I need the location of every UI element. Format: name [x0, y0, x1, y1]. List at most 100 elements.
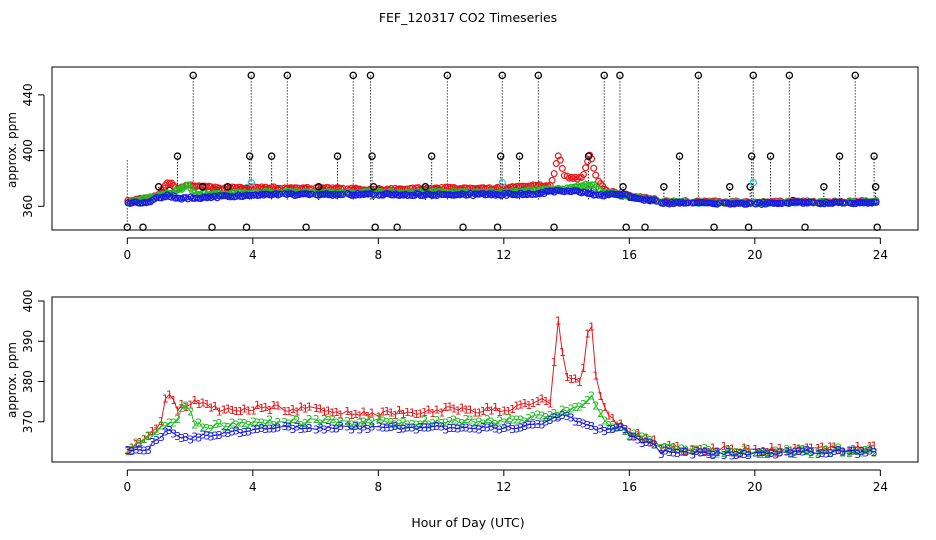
- series-marker-2: 2: [580, 398, 587, 411]
- series-marker-1: 1: [674, 440, 681, 453]
- series-marker-1: 1: [133, 438, 140, 451]
- series-marker-3: 3: [538, 418, 545, 431]
- series-marker-2: 2: [289, 413, 296, 426]
- series-marker-2: 2: [729, 446, 736, 459]
- series-marker-3: 3: [174, 430, 181, 443]
- series-marker-3: 3: [618, 421, 625, 434]
- series-marker-3: 3: [858, 445, 865, 458]
- series-marker-1: 1: [450, 402, 457, 415]
- spike-point: [368, 152, 376, 160]
- series-marker-3: 3: [400, 423, 407, 436]
- series-marker-2: 2: [733, 446, 740, 459]
- series-marker-2: 2: [191, 419, 198, 432]
- series-marker-3: 3: [348, 423, 355, 436]
- data-point-blue: [433, 192, 441, 200]
- top-panel-x-axis: 0 4 8 12 16 20 24: [123, 237, 888, 262]
- series-marker-1: 1: [313, 402, 320, 415]
- series-marker-3: 3: [429, 421, 436, 434]
- series-marker-1: 1: [298, 401, 305, 414]
- series-marker-1: 1: [245, 404, 252, 417]
- series-marker-2: 2: [425, 418, 432, 431]
- series-line-1: [127, 320, 875, 454]
- spike-point: [747, 152, 756, 160]
- series-marker-3: 3: [651, 439, 658, 452]
- series-marker-2: 2: [597, 407, 604, 420]
- series-marker-1: 1: [455, 404, 462, 417]
- series-marker-2: 2: [329, 413, 336, 426]
- series-marker-1: 1: [846, 446, 853, 459]
- series-marker-1: 1: [446, 401, 453, 414]
- series-marker-2: 2: [153, 425, 160, 438]
- series-marker-3: 3: [187, 433, 194, 446]
- series-marker-2: 2: [317, 417, 324, 430]
- series-marker-1: 1: [815, 442, 822, 455]
- series-marker-1: 1: [429, 407, 436, 420]
- series-marker-1: 1: [658, 443, 665, 456]
- series-marker-3: 3: [166, 424, 173, 437]
- data-point-green: [187, 184, 195, 192]
- series-marker-2: 2: [369, 415, 376, 428]
- series-marker-1: 1: [221, 404, 228, 417]
- series-marker-1: 1: [337, 408, 344, 421]
- series-marker-3: 3: [488, 420, 495, 433]
- series-marker-1: 1: [496, 406, 503, 419]
- spike-point: [584, 152, 593, 160]
- series-marker-1: 1: [352, 408, 359, 421]
- series-marker-3: 3: [425, 422, 432, 435]
- series-marker-1: 1: [360, 405, 367, 418]
- series-marker-3: 3: [212, 429, 219, 442]
- series-marker-3: 3: [145, 444, 152, 457]
- x-tick-label: 8: [374, 248, 382, 262]
- x-tick-label: 16: [622, 248, 637, 262]
- series-marker-2: 2: [564, 405, 571, 418]
- data-point-blue: [648, 196, 656, 204]
- series-marker-3: 3: [413, 424, 420, 437]
- series-marker-1: 1: [212, 400, 219, 413]
- series-marker-3: 3: [380, 422, 387, 435]
- series-marker-1: 1: [776, 442, 783, 455]
- series-marker-3: 3: [409, 421, 416, 434]
- series-marker-1: 1: [270, 399, 277, 412]
- spike-point: [369, 183, 378, 191]
- series-marker-3: 3: [459, 422, 466, 435]
- data-point-blue: [756, 199, 764, 207]
- series-marker-2: 2: [245, 419, 252, 432]
- series-marker-1: 1: [225, 402, 232, 415]
- series-marker-2: 2: [714, 447, 721, 460]
- series-marker-1: 1: [306, 401, 313, 414]
- series-marker-3: 3: [796, 445, 803, 458]
- series-marker-2: 2: [204, 422, 211, 435]
- series-marker-1: 1: [588, 320, 595, 333]
- series-marker-3: 3: [492, 423, 499, 436]
- series-marker-2: 2: [388, 416, 395, 429]
- series-marker-2: 2: [631, 427, 638, 440]
- series-marker-2: 2: [666, 442, 673, 455]
- series-marker-1: 1: [396, 404, 403, 417]
- series-marker-1: 1: [153, 422, 160, 435]
- series-marker-2: 2: [476, 415, 483, 428]
- spike-point: [820, 183, 828, 191]
- spike-point: [749, 71, 758, 80]
- series-marker-1: 1: [745, 443, 752, 456]
- series-marker-1: 1: [404, 406, 411, 419]
- series-marker-2: 2: [689, 443, 696, 456]
- series-marker-3: 3: [819, 447, 826, 460]
- series-marker-3: 3: [501, 422, 508, 435]
- series-marker-1: 1: [854, 440, 861, 453]
- series-marker-2: 2: [804, 445, 811, 458]
- spike-point: [421, 183, 430, 191]
- x-tick-label: 20: [747, 480, 762, 494]
- series-marker-1: 1: [285, 405, 292, 418]
- series-marker-1: 1: [199, 397, 206, 410]
- series-marker-1: 1: [375, 411, 382, 424]
- data-point-red: [580, 170, 588, 178]
- series-marker-3: 3: [294, 420, 301, 433]
- series-marker-1: 1: [216, 406, 223, 419]
- series-marker-1: 1: [392, 409, 399, 422]
- series-marker-2: 2: [543, 411, 550, 424]
- x-tick-label: 0: [123, 480, 131, 494]
- series-marker-3: 3: [839, 445, 846, 458]
